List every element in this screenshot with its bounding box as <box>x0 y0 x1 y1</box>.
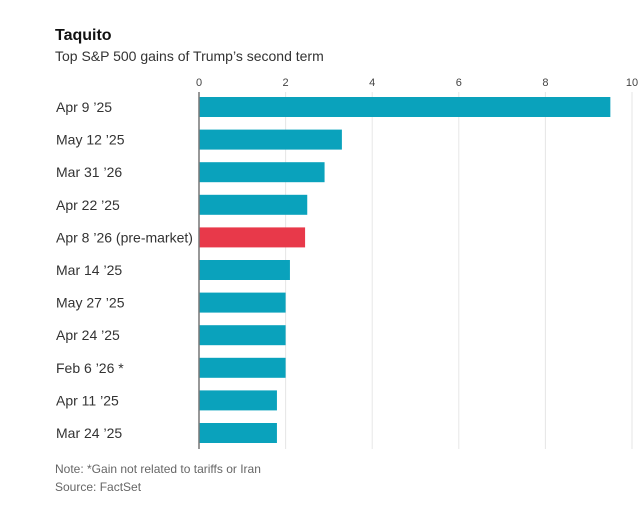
chart-title: Taquito <box>55 27 112 44</box>
category-label: Apr 24 ’25 <box>56 327 120 343</box>
bar <box>199 194 308 215</box>
bar <box>199 390 277 411</box>
x-tick-label: 10 <box>626 77 638 89</box>
bar <box>199 162 325 183</box>
bar <box>199 97 611 117</box>
x-tick-label: 6 <box>456 77 462 89</box>
category-label: Apr 22 ’25 <box>56 197 120 213</box>
category-label: Apr 11 ’25 <box>56 392 119 408</box>
category-label: Mar 24 ’25 <box>56 425 122 441</box>
category-label: Apr 8 ’26 (pre-market) <box>56 229 193 245</box>
bar <box>199 129 342 150</box>
bar <box>199 260 290 280</box>
bar <box>199 357 286 378</box>
bar <box>199 325 286 346</box>
x-tick-label: 2 <box>283 77 289 89</box>
category-label: May 27 ’25 <box>56 295 125 311</box>
category-label: May 12 ’25 <box>56 132 125 148</box>
category-label: Apr 9 ’25 <box>56 99 112 115</box>
x-tick-label: 0 <box>196 77 202 89</box>
chart-note: Note: *Gain not related to tariffs or Ir… <box>55 462 261 476</box>
category-label: Mar 14 ’25 <box>56 262 122 278</box>
chart-source: Source: FactSet <box>55 480 142 494</box>
bar <box>199 423 277 443</box>
bar <box>199 292 286 313</box>
x-tick-label: 8 <box>542 77 548 89</box>
x-tick-label: 4 <box>369 77 375 89</box>
chart-subtitle: Top S&P 500 gains of Trump’s second term <box>55 48 324 64</box>
category-label: Mar 31 ’26 <box>56 164 122 180</box>
bar <box>199 227 306 248</box>
category-label: Feb 6 ’26 * <box>56 360 124 376</box>
